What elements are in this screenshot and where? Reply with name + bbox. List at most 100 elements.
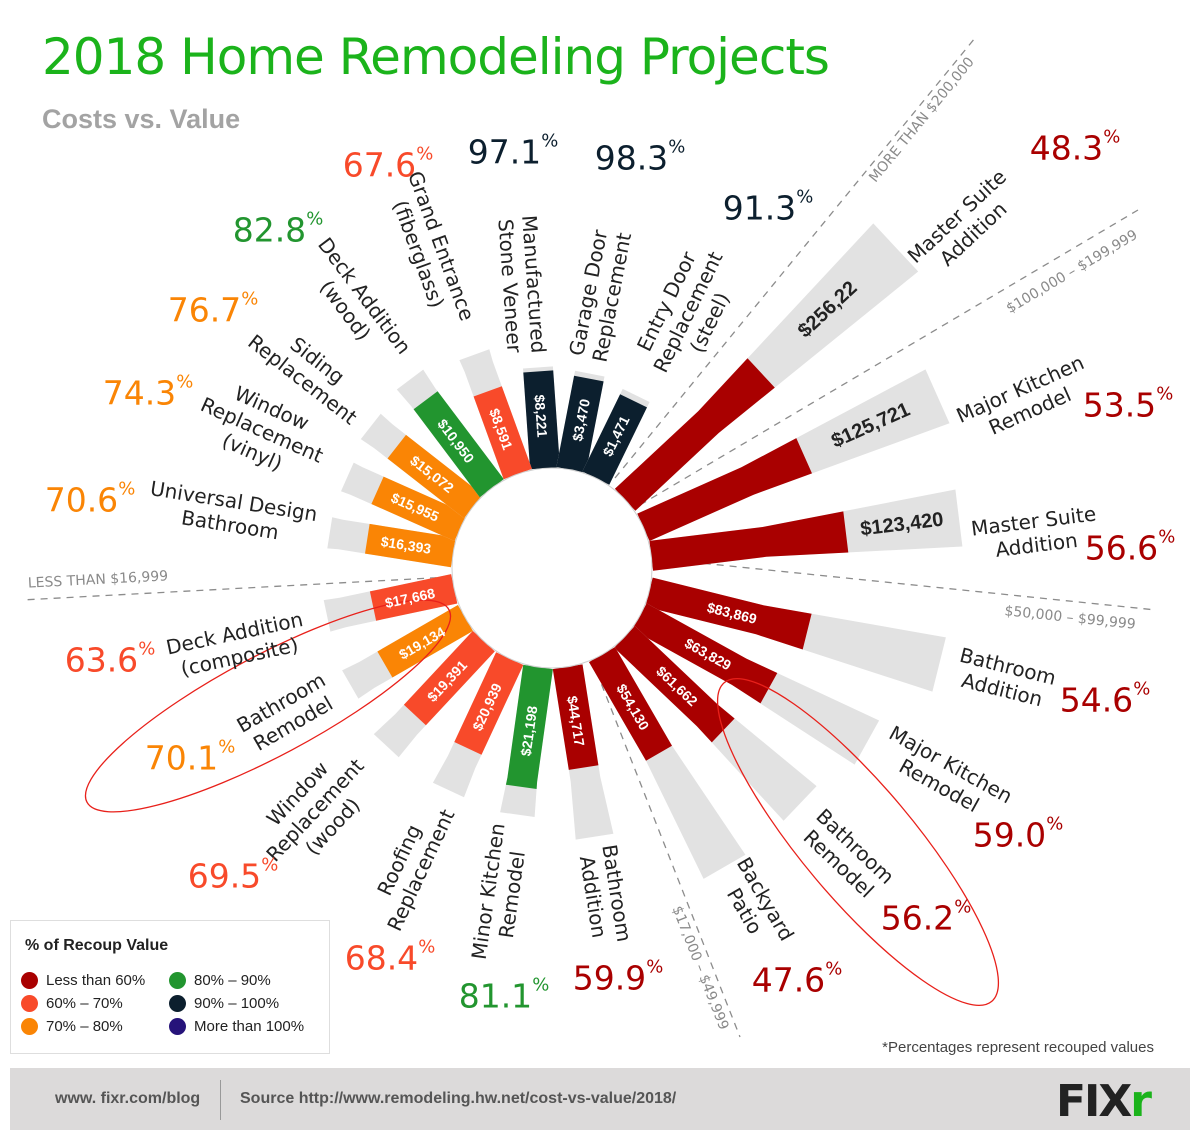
percent-sign: %: [118, 478, 136, 500]
cost-label: $8,221: [531, 393, 551, 438]
bar-cost: [371, 476, 467, 541]
recoup-value: 53.5: [1082, 385, 1157, 425]
blog-link[interactable]: www. fixr.com/blog: [55, 1090, 201, 1107]
recoup-percent-label: 91.3%: [722, 186, 814, 228]
legend-label: 70% – 80%: [46, 1018, 123, 1035]
bar-cost: [413, 391, 504, 498]
legend-item: Less than 60%: [21, 972, 145, 989]
recoup-percent-label: 81.1%: [458, 974, 550, 1016]
project-bar: [645, 577, 946, 692]
cost-range-divider: [639, 209, 1139, 506]
bar-cost: [403, 630, 495, 726]
percent-sign: %: [1158, 526, 1176, 548]
recoup-value: 54.6: [1059, 680, 1134, 720]
percent-sign: %: [241, 288, 259, 310]
source-link[interactable]: Source http://www.remodeling.hw.net/cost…: [240, 1090, 677, 1107]
percent-sign: %: [668, 136, 686, 158]
recoup-value: 47.6: [751, 960, 826, 1000]
recoup-value: 63.6: [64, 640, 139, 680]
cost-range-divider: [21, 576, 451, 601]
recoup-percent-label: 70.6%: [45, 478, 136, 520]
legend-item: 70% – 80%: [21, 1018, 123, 1035]
bar-cost: [365, 523, 456, 568]
percent-sign: %: [1046, 813, 1064, 835]
footer-divider: [220, 1080, 221, 1120]
percent-sign: %: [532, 974, 550, 996]
percent-sign: %: [261, 854, 279, 876]
recoup-value: 68.4: [344, 938, 419, 978]
fixr-logo: FIXr: [1055, 1076, 1152, 1127]
cost-range-divider: [651, 557, 1157, 611]
recoup-value: 67.6: [342, 145, 417, 185]
project-bar: [552, 664, 614, 840]
percent-sign: %: [218, 736, 236, 758]
legend-item: 60% – 70%: [21, 995, 123, 1012]
percent-sign: %: [416, 143, 434, 165]
project-bar: [523, 366, 560, 470]
project-bar: [582, 388, 650, 485]
project-bar: [360, 413, 483, 519]
bar-cost: [614, 626, 735, 743]
project-bar: [589, 647, 746, 879]
page-subtitle: Costs vs. Value: [42, 104, 241, 134]
project-bar: [459, 349, 532, 480]
percent-sign: %: [646, 956, 664, 978]
recoup-percent-label: 97.1%: [467, 130, 559, 172]
bar-cost: [552, 664, 599, 770]
recoup-percent-label: 63.6%: [64, 638, 156, 680]
recoup-value: 91.3: [722, 188, 797, 228]
bar-cost: [387, 434, 483, 519]
percent-sign: %: [138, 638, 156, 660]
bar-cost: [454, 652, 524, 755]
percent-sign: %: [1103, 126, 1121, 148]
recoup-percent-label: 82.8%: [233, 209, 324, 250]
project-bar: [614, 223, 919, 511]
bar-cost: [505, 664, 553, 789]
project-name-label: Manufactured Stone Veneer: [493, 214, 550, 355]
logo-main: FIX: [1055, 1076, 1132, 1127]
recoup-value: 56.6: [1084, 528, 1159, 568]
legend-title: % of Recoup Value: [25, 937, 169, 954]
percent-sign: %: [541, 130, 559, 152]
recoup-value: 74.3: [102, 373, 177, 413]
recoup-percent-label: 59.0%: [972, 813, 1064, 855]
legend-item: More than 100%: [169, 1018, 304, 1035]
bar-cost: [614, 358, 775, 511]
recoup-percent-label: 54.6%: [1059, 679, 1151, 720]
project-bar: [327, 517, 456, 568]
highlight-ellipse: [84, 599, 452, 813]
bar-cost: [369, 574, 458, 621]
recoup-value: 97.1: [467, 132, 542, 172]
legend-item: 80% – 90%: [169, 972, 271, 989]
bar-cost: [637, 438, 812, 541]
recoup-value: 59.0: [972, 815, 1047, 855]
recoup-percent-label: 47.6%: [751, 959, 843, 1000]
recoup-percent-label: 53.5%: [1082, 384, 1174, 425]
bar-cost: [649, 511, 849, 571]
recoup-value: 69.5: [187, 856, 262, 896]
percent-sign: %: [796, 186, 814, 208]
recoup-value: 70.1: [144, 738, 219, 778]
recoup-value: 56.2: [880, 898, 955, 938]
percent-sign: %: [418, 936, 436, 958]
page-title: 2018 Home Remodeling Projects: [42, 28, 830, 86]
recoup-value: 59.9: [572, 958, 647, 998]
recoup-value: 48.3: [1029, 128, 1104, 168]
center-circle: [451, 467, 653, 669]
percent-sign: %: [954, 896, 972, 918]
bar-cost: [582, 394, 647, 485]
bar-cost: [589, 647, 672, 761]
recoup-percent-label: 70.1%: [144, 736, 236, 778]
recoup-value: 81.1: [458, 976, 533, 1016]
legend-label: More than 100%: [194, 1018, 305, 1035]
legend-swatch: [169, 972, 186, 989]
cost-range-divider: [614, 37, 976, 479]
legend-label: 90% – 100%: [194, 995, 280, 1012]
percent-sign: %: [176, 371, 194, 393]
legend-label: Less than 60%: [46, 972, 146, 989]
legend-swatch: [21, 995, 38, 1012]
legend-swatch: [169, 995, 186, 1012]
recoup-percent-label: 56.2%: [880, 896, 972, 938]
footnote: *Percentages represent recouped values: [882, 1039, 1154, 1056]
